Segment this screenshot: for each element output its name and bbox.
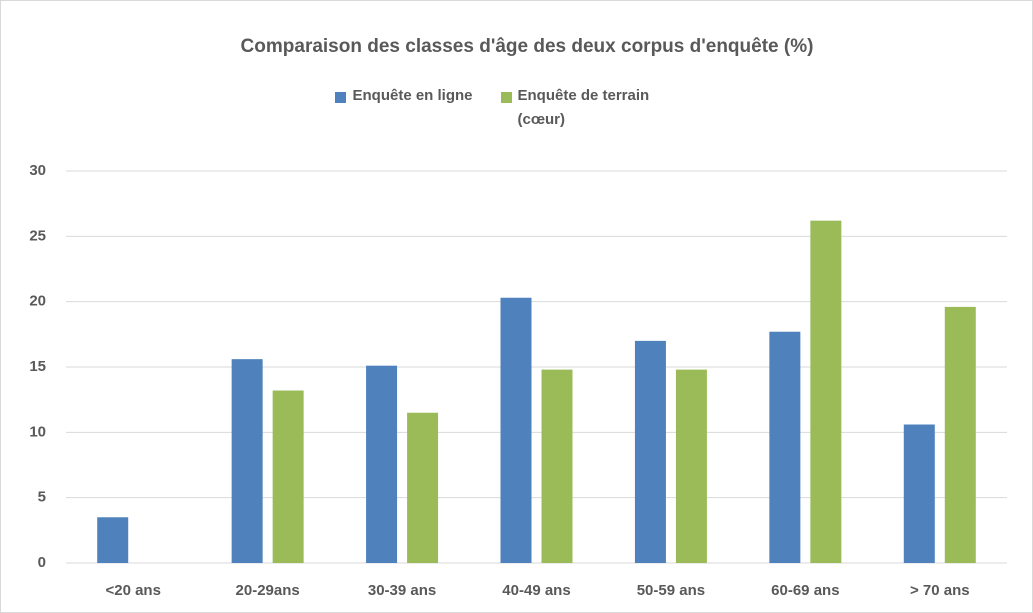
x-tick-label: <20 ans bbox=[105, 582, 160, 599]
x-tick-label: > 70 ans bbox=[910, 582, 970, 599]
x-tick-label: 40-49 ans bbox=[502, 582, 570, 599]
bar bbox=[97, 517, 129, 563]
bar bbox=[675, 369, 707, 563]
legend-item: Enquête de terrain (cœur) bbox=[500, 87, 698, 132]
bar bbox=[231, 359, 263, 563]
x-tick-label: 20-29ans bbox=[236, 582, 300, 599]
bar bbox=[769, 331, 801, 563]
y-tick-label: 5 bbox=[38, 489, 46, 506]
y-tick-label: 15 bbox=[29, 358, 46, 375]
y-tick-label: 10 bbox=[29, 423, 46, 440]
legend-label: Enquête en ligne bbox=[352, 87, 473, 104]
bar bbox=[634, 340, 666, 563]
legend-swatch bbox=[335, 92, 347, 103]
y-tick-label: 0 bbox=[38, 554, 46, 571]
chart-title: Comparaison des classes d'âge des deux c… bbox=[241, 36, 814, 57]
bar bbox=[944, 306, 976, 563]
bar bbox=[272, 390, 304, 563]
y-tick-label: 30 bbox=[29, 162, 46, 179]
bar bbox=[500, 297, 532, 563]
x-tick-label: 50-59 ans bbox=[637, 582, 705, 599]
x-tick-label: 60-69 ans bbox=[771, 582, 839, 599]
bar bbox=[903, 424, 935, 563]
bar bbox=[366, 365, 398, 563]
legend-item: Enquête en ligne bbox=[335, 87, 473, 132]
bar bbox=[810, 220, 842, 564]
legend-label: Enquête de terrain (cœur) bbox=[517, 87, 650, 128]
x-tick-label: 30-39 ans bbox=[368, 582, 436, 599]
y-tick-label: 25 bbox=[29, 227, 46, 244]
y-tick-label: 20 bbox=[29, 293, 46, 310]
bar bbox=[407, 412, 439, 563]
legend-swatch bbox=[500, 92, 512, 103]
legend: Enquête en ligne Enquête de terrain (cœur… bbox=[0, 87, 1033, 132]
bar bbox=[541, 369, 573, 563]
